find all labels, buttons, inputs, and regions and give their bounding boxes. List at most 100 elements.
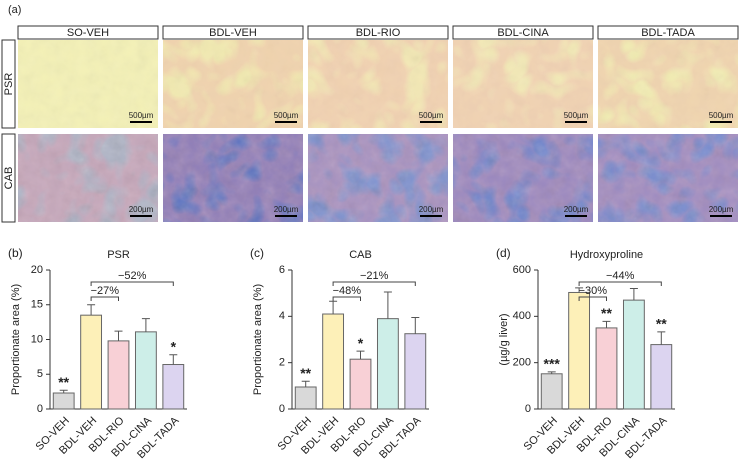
scale-bar-label: 500µm — [274, 111, 299, 120]
error-bar — [59, 389, 68, 394]
chart-title: CAB — [349, 249, 372, 261]
scale-bar-label: 200µm — [129, 205, 154, 214]
panel-label: (c) — [250, 246, 264, 260]
error-bar — [602, 320, 611, 328]
bar — [134, 331, 157, 410]
micrograph-fibers — [18, 134, 158, 222]
micrograph-texture — [18, 40, 158, 128]
comparison-label: −30% — [579, 285, 608, 297]
column-header: SO-VEH — [67, 27, 109, 39]
significance-marker: ** — [58, 374, 69, 390]
micrograph-fibers — [163, 134, 303, 222]
error-bar — [169, 354, 178, 365]
panel-label: (d) — [496, 246, 511, 260]
significance-marker: * — [171, 338, 177, 354]
y-tick-label: 15 — [31, 299, 43, 311]
bar — [622, 299, 645, 410]
scale-bar-label: 500µm — [564, 111, 589, 120]
row-header: PSR — [3, 73, 15, 96]
error-bar — [657, 331, 666, 345]
scale-bar-label: 500µm — [129, 111, 154, 120]
scale-bar-label: 200µm — [564, 205, 589, 214]
error-bar — [114, 330, 123, 341]
micrograph-fibers — [598, 134, 738, 222]
significance-marker: * — [358, 335, 364, 351]
chart-title: PSR — [107, 249, 130, 261]
bar — [376, 318, 399, 410]
y-tick-label: 0 — [525, 403, 531, 415]
y-tick-label: 600 — [513, 264, 531, 276]
column-header: BDL-CINA — [497, 27, 549, 39]
panel-label: (b) — [8, 246, 23, 260]
y-tick-label: 6 — [279, 264, 285, 276]
y-tick-label: 5 — [37, 368, 43, 380]
y-axis-label: (µg/g liver) — [498, 313, 510, 365]
scale-bar-label: 200µm — [709, 205, 734, 214]
micrograph-fibers — [308, 40, 448, 128]
comparison-bracket — [90, 281, 174, 286]
y-tick-label: 20 — [31, 264, 43, 276]
row-header: CAB — [3, 167, 15, 190]
column-header-box — [452, 25, 594, 40]
y-tick-label: 2 — [279, 357, 285, 369]
bar — [294, 386, 317, 410]
error-bar — [87, 304, 96, 316]
bar — [595, 327, 618, 410]
bar — [52, 392, 75, 410]
row-header-box — [1, 39, 16, 129]
scale-bar-label: 200µm — [419, 205, 444, 214]
comparison-bracket — [578, 281, 662, 286]
micrograph-fibers — [308, 134, 448, 222]
micrograph-fibers — [453, 40, 593, 128]
bar — [540, 373, 563, 410]
error-bar — [629, 288, 638, 301]
comparison-bracket — [332, 281, 416, 286]
error-bar — [411, 316, 420, 334]
y-tick-label: 0 — [37, 403, 43, 415]
column-header: BDL-RIO — [356, 27, 401, 39]
bar — [650, 344, 673, 410]
column-header: BDL-TADA — [641, 27, 695, 39]
comparison-bracket — [332, 296, 361, 301]
y-axis-label: Proportionate area (%) — [252, 284, 264, 395]
y-tick-label: 400 — [513, 310, 531, 322]
significance-marker: ** — [300, 365, 311, 381]
significance-marker: ** — [601, 305, 612, 321]
error-bar — [301, 380, 310, 387]
error-bar — [356, 350, 365, 360]
bar — [107, 340, 130, 410]
error-bar — [383, 291, 392, 319]
error-bar — [575, 287, 584, 293]
bar — [349, 358, 372, 410]
error-bar — [141, 318, 150, 332]
bar — [80, 314, 103, 410]
bar — [404, 333, 427, 410]
bar — [162, 364, 185, 410]
comparison-bracket — [90, 296, 119, 301]
scale-bar-label: 500µm — [709, 111, 734, 120]
significance-marker: ** — [656, 316, 667, 332]
y-tick-label: 4 — [279, 310, 285, 322]
chart-title: Hydroxyproline — [570, 249, 643, 261]
comparison-label: −48% — [333, 285, 362, 297]
y-tick-label: 200 — [513, 357, 531, 369]
comparison-label: −44% — [606, 270, 635, 282]
column-header-box — [17, 25, 159, 40]
comparison-label: −27% — [91, 285, 120, 297]
micrograph-fibers — [598, 40, 738, 128]
y-tick-label: 10 — [31, 333, 43, 345]
micrograph-fibers — [453, 134, 593, 222]
error-bar — [329, 300, 338, 315]
error-bar — [547, 371, 556, 374]
y-axis-label: Proportionate area (%) — [10, 284, 22, 395]
scale-bar-label: 200µm — [274, 205, 299, 214]
figure-label: (a) — [8, 4, 21, 16]
bar — [322, 313, 345, 410]
bar — [568, 291, 591, 410]
column-header-box — [307, 25, 449, 40]
y-tick-label: 0 — [279, 403, 285, 415]
column-header-box — [162, 25, 304, 40]
column-header-box — [597, 25, 739, 40]
micrograph-fibers — [163, 40, 303, 128]
